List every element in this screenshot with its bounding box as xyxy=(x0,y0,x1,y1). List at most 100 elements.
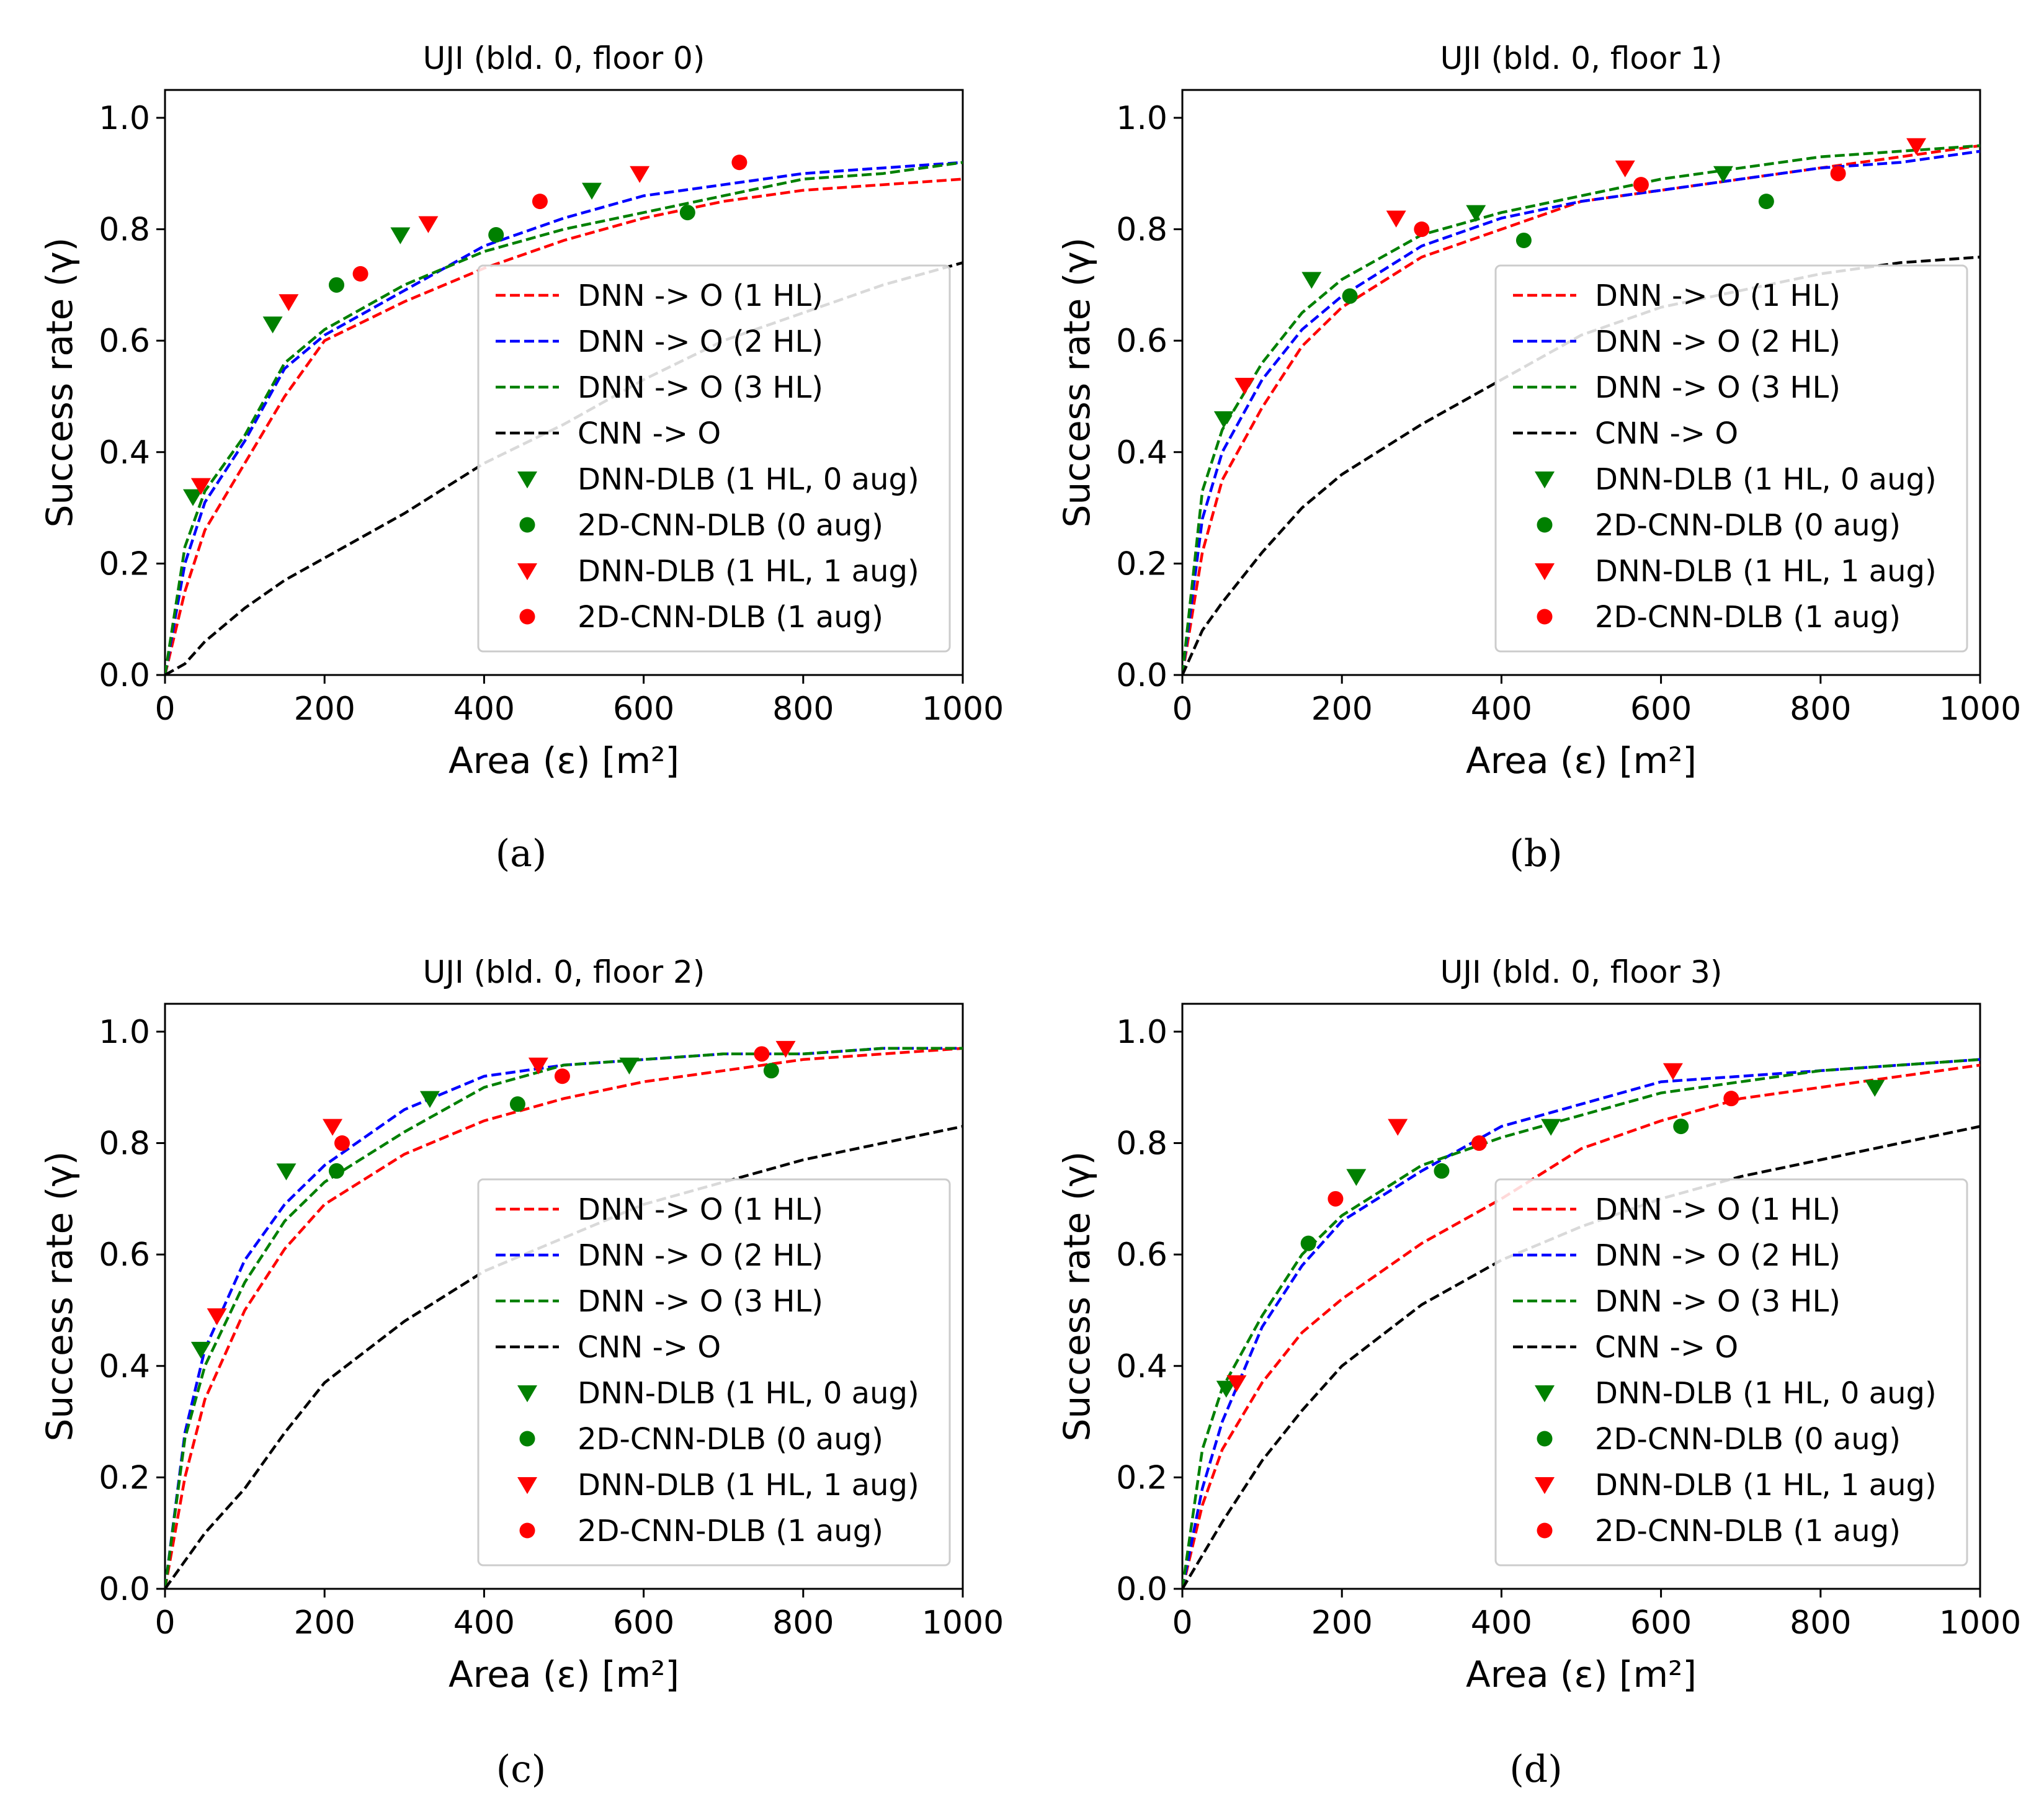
legend-label: DNN -> O (2 HL) xyxy=(1595,324,1841,359)
legend-label: CNN -> O xyxy=(1595,1330,1738,1365)
data-point-circle xyxy=(488,227,504,243)
data-point-triangle xyxy=(1713,166,1733,183)
legend-box xyxy=(477,264,951,653)
y-tick-label: 0.2 xyxy=(1116,1459,1167,1496)
plot-frame xyxy=(164,1003,964,1590)
chart-title: UJI (bld. 0, floor 1) xyxy=(1440,40,1723,76)
data-point-triangle xyxy=(276,1163,297,1181)
series-line-0 xyxy=(1182,1063,1980,1589)
legend-label: 2D-CNN-DLB (0 aug) xyxy=(578,1422,883,1457)
legend-label: 2D-CNN-DLB (1 aug) xyxy=(578,600,883,635)
panel-caption: (a) xyxy=(496,832,547,875)
y-tick-label: 0.8 xyxy=(99,1125,150,1163)
data-point-circle xyxy=(1471,1135,1487,1151)
data-point-triangle xyxy=(207,1308,227,1326)
legend-triangle-handle xyxy=(1535,1477,1555,1495)
legend-triangle-handle xyxy=(1535,471,1555,489)
data-point-circle xyxy=(352,266,368,282)
y-tick-label: 0.4 xyxy=(1116,1348,1167,1385)
data-point-triangle xyxy=(1906,138,1927,156)
y-tick-label: 0.8 xyxy=(1116,212,1167,249)
data-point-circle xyxy=(754,1046,770,1062)
chart-panel-d: UJI (bld. 0, floor 3) 0 200 400 600 800 1000 0.… xyxy=(1056,954,2021,1791)
x-tick-label: 1000 xyxy=(922,690,1004,728)
data-point-triangle xyxy=(1541,1119,1561,1136)
legend-triangle-handle xyxy=(1535,1385,1555,1403)
plot-frame xyxy=(1181,1003,1981,1590)
x-tick-label: 600 xyxy=(1630,1604,1692,1642)
x-tick-label: 200 xyxy=(294,1604,355,1642)
chart-title: UJI (bld. 0, floor 2) xyxy=(423,954,705,990)
series-line-3 xyxy=(165,261,963,675)
series-line-1 xyxy=(165,1047,963,1589)
x-tick-label: 200 xyxy=(294,690,355,728)
data-point-triangle xyxy=(279,294,299,311)
y-tick-label: 0.6 xyxy=(1116,323,1167,360)
data-point-triangle xyxy=(323,1119,343,1136)
x-tick-label: 800 xyxy=(1790,1604,1851,1642)
y-tick-label: 0.6 xyxy=(99,1236,150,1274)
y-tick-label: 0.4 xyxy=(99,434,150,471)
series-line-1 xyxy=(1182,150,1980,675)
y-tick-label: 0.4 xyxy=(99,1348,150,1385)
legend-label: 2D-CNN-DLB (0 aug) xyxy=(1595,508,1901,543)
legend-triangle-handle xyxy=(517,563,537,581)
panel-caption: (b) xyxy=(1509,832,1562,875)
legend-label: CNN -> O xyxy=(1595,416,1738,451)
chart-panel-c: UJI (bld. 0, floor 2) 0 200 400 600 800 1000 0.… xyxy=(38,954,1004,1791)
legend-label: DNN -> O (3 HL) xyxy=(578,370,823,405)
x-tick-label: 400 xyxy=(1471,1604,1532,1642)
data-point-circle xyxy=(679,205,695,221)
data-point-triangle xyxy=(1346,1169,1367,1186)
x-tick-label: 600 xyxy=(613,1604,674,1642)
legend-label: DNN-DLB (1 HL, 0 aug) xyxy=(578,462,919,497)
y-tick-label: 1.0 xyxy=(1116,1014,1167,1051)
legend-box xyxy=(1494,264,1968,653)
panel-caption: (d) xyxy=(1509,1748,1562,1791)
x-tick-label: 1000 xyxy=(1939,1604,2021,1642)
chart-title: UJI (bld. 0, floor 3) xyxy=(1440,954,1723,990)
series-line-0 xyxy=(165,177,963,675)
chart-panel-a: UJI (bld. 0, floor 0) 0 200 400 600 800 1000 0.… xyxy=(38,40,1004,875)
legend-label: DNN -> O (3 HL) xyxy=(1595,1284,1841,1319)
legend-circle-handle xyxy=(519,517,535,533)
x-tick-label: 400 xyxy=(1471,690,1532,728)
x-axis-label: Area (ε) [m²] xyxy=(1466,1653,1697,1696)
x-axis-label: Area (ε) [m²] xyxy=(1466,740,1697,782)
data-point-circle xyxy=(328,1163,344,1179)
data-point-circle xyxy=(334,1135,350,1151)
legend-label: DNN-DLB (1 HL, 1 aug) xyxy=(1595,554,1937,589)
data-point-triangle xyxy=(630,166,650,183)
legend-triangle-handle xyxy=(1535,563,1555,581)
data-point-triangle xyxy=(419,1091,440,1108)
legend-label: DNN-DLB (1 HL, 0 aug) xyxy=(1595,462,1937,497)
legend-label: DNN -> O (3 HL) xyxy=(578,1284,823,1319)
data-point-triangle xyxy=(190,478,211,495)
y-tick-label: 0.2 xyxy=(99,545,150,583)
data-point-triangle xyxy=(418,216,439,233)
series-line-1 xyxy=(1182,1058,1980,1589)
plot-frame xyxy=(1181,89,1981,676)
data-point-circle xyxy=(1515,232,1532,248)
x-tick-label: 400 xyxy=(453,1604,515,1642)
data-point-triangle xyxy=(183,489,203,506)
y-tick-label: 1.0 xyxy=(99,100,150,137)
data-point-triangle xyxy=(1213,411,1234,429)
data-point-circle xyxy=(1758,194,1774,210)
legend-label: DNN -> O (2 HL) xyxy=(1595,1238,1841,1273)
x-tick-label: 200 xyxy=(1311,1604,1373,1642)
data-point-triangle xyxy=(1216,1380,1236,1398)
x-tick-label: 1000 xyxy=(922,1604,1004,1642)
x-tick-label: 1000 xyxy=(1939,690,2021,728)
data-point-circle xyxy=(763,1063,779,1079)
legend-label: CNN -> O xyxy=(578,1330,721,1365)
series-line-2 xyxy=(165,1047,963,1589)
x-tick-label: 400 xyxy=(453,690,515,728)
chart-title: UJI (bld. 0, floor 0) xyxy=(423,40,705,76)
data-point-circle xyxy=(1342,288,1358,304)
legend-label: DNN -> O (1 HL) xyxy=(578,279,823,313)
y-tick-label: 0.0 xyxy=(1116,1571,1167,1608)
y-axis-label: Success rate (γ) xyxy=(38,1151,81,1442)
x-tick-label: 0 xyxy=(1172,690,1192,728)
x-tick-label: 800 xyxy=(1790,690,1851,728)
